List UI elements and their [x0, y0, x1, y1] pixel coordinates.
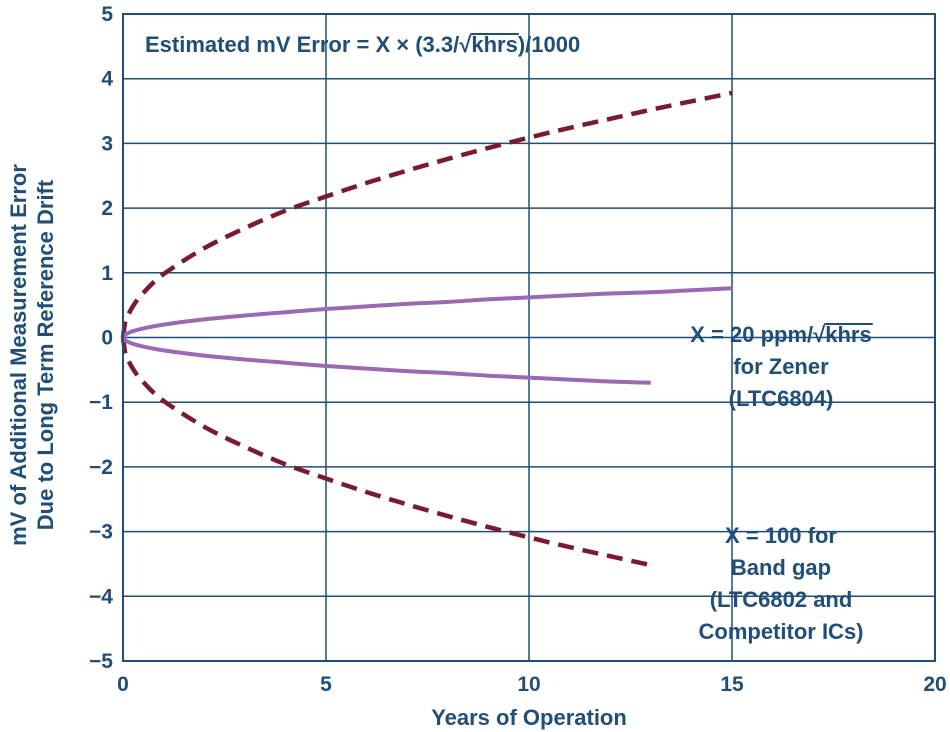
zener-label-radicand: khrs: [825, 322, 871, 347]
bandgap-label-line-2: Band gap: [731, 555, 831, 580]
y-tick-label: 1: [101, 262, 113, 285]
grid: [123, 14, 935, 661]
bandgap-label: X = 100 for Band gap (LTC6802 and Compet…: [699, 523, 864, 644]
y-tick-label: −5: [89, 650, 113, 673]
y-tick-label: −4: [89, 585, 113, 608]
series-line-zener-lower: [121, 336, 651, 385]
y-tick-label: 4: [101, 68, 113, 91]
y-axis-label-line-2: Due to Long Term Reference Drift: [33, 179, 58, 530]
zener-label-before: X = 20 ppm/: [690, 322, 813, 347]
y-tick-label: 0: [101, 327, 113, 350]
x-tick-label: 10: [517, 673, 540, 696]
formula-annotation: Estimated mV Error = X × (3.3/√khrs)/100…: [145, 32, 580, 57]
y-tick-label: −3: [89, 521, 113, 544]
series-line-bandgap-upper: [120, 90, 733, 338]
y-tick-label: 5: [101, 3, 113, 26]
bandgap-label-line-3: (LTC6802 and: [710, 587, 853, 612]
formula-radicand: khrs: [471, 32, 517, 57]
formula-before: Estimated mV Error = X × (3.3/: [145, 32, 459, 57]
x-tick-label: 5: [320, 673, 332, 696]
zener-label: X = 20 ppm/√khrs for Zener (LTC6804): [690, 322, 873, 411]
zener-label-line-1: X = 20 ppm/√khrs: [690, 322, 871, 347]
bandgap-label-line-1: X = 100 for: [725, 523, 837, 548]
y-axis-label-line-1: mV of Additional Measurement Error: [6, 164, 31, 546]
y-tick-label: 2: [101, 197, 113, 220]
bandgap-label-line-4: Competitor ICs): [699, 619, 864, 644]
series-line-zener-upper: [121, 286, 733, 339]
zener-label-radical: √: [813, 322, 826, 347]
x-tick-label: 0: [117, 673, 129, 696]
series-layer: [120, 90, 733, 568]
formula-after: )/1000: [518, 32, 580, 57]
y-tick-label: −1: [89, 391, 113, 414]
series-line-bandgap-lower: [120, 337, 652, 568]
plot-frame: [122, 13, 936, 662]
formula-radical: √: [459, 32, 472, 57]
y-axis-label: mV of Additional Measurement Error Due t…: [6, 164, 58, 546]
x-tick-label: 20: [923, 673, 946, 696]
x-axis-label: Years of Operation: [431, 705, 627, 730]
zener-label-line-2: for Zener: [733, 354, 829, 379]
y-tick-label: 3: [101, 132, 113, 155]
y-tick-label: −2: [89, 456, 113, 479]
x-tick-label: 15: [720, 673, 744, 696]
zener-label-line-3: (LTC6804): [729, 386, 834, 411]
